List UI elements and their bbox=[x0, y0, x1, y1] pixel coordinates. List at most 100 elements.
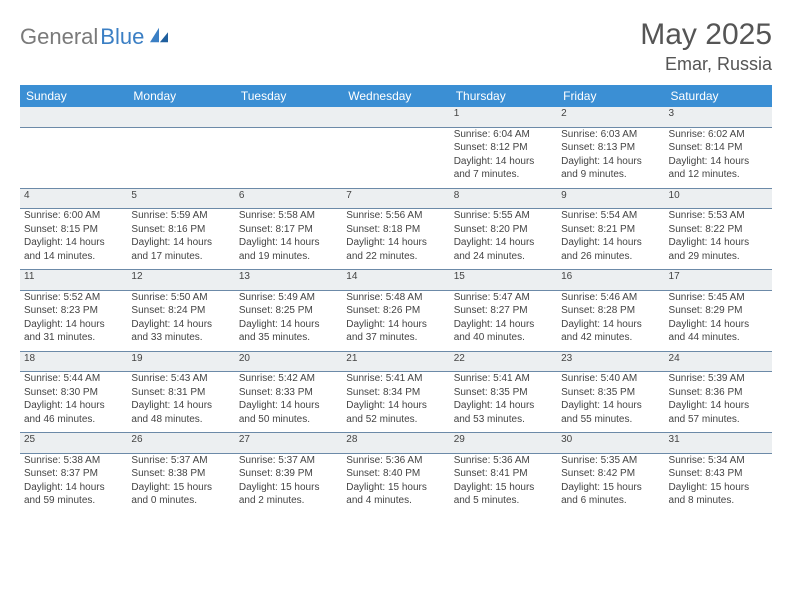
day-number: 2 bbox=[561, 108, 567, 119]
daylight-text: Daylight: 14 hours and 46 minutes. bbox=[24, 399, 123, 426]
day-info-cell: Sunrise: 6:02 AMSunset: 8:14 PMDaylight:… bbox=[665, 127, 772, 188]
sunrise-text: Sunrise: 5:54 AM bbox=[561, 209, 660, 223]
day-info-cell: Sunrise: 5:34 AMSunset: 8:43 PMDaylight:… bbox=[665, 453, 772, 514]
sunset-text: Sunset: 8:31 PM bbox=[131, 386, 230, 400]
weekday-header: Thursday bbox=[450, 85, 557, 107]
day-number: 23 bbox=[561, 353, 572, 364]
sunset-text: Sunset: 8:43 PM bbox=[669, 467, 768, 481]
daylight-text: Daylight: 14 hours and 14 minutes. bbox=[24, 236, 123, 263]
day-number: 11 bbox=[24, 271, 34, 282]
day-number: 3 bbox=[669, 108, 675, 119]
day-number-cell: 31 bbox=[665, 433, 772, 454]
day-number-cell: 5 bbox=[127, 188, 234, 209]
day-number-cell bbox=[235, 107, 342, 127]
day-number-cell: 29 bbox=[450, 433, 557, 454]
sunrise-text: Sunrise: 5:40 AM bbox=[561, 372, 660, 386]
day-info-cell: Sunrise: 5:39 AMSunset: 8:36 PMDaylight:… bbox=[665, 372, 772, 433]
sunrise-text: Sunrise: 5:58 AM bbox=[239, 209, 338, 223]
daylight-text: Daylight: 14 hours and 57 minutes. bbox=[669, 399, 768, 426]
day-number: 12 bbox=[131, 271, 142, 282]
day-info-cell: Sunrise: 5:41 AMSunset: 8:35 PMDaylight:… bbox=[450, 372, 557, 433]
day-info-cell: Sunrise: 5:46 AMSunset: 8:28 PMDaylight:… bbox=[557, 290, 664, 351]
sunset-text: Sunset: 8:30 PM bbox=[24, 386, 123, 400]
day-number: 29 bbox=[454, 434, 465, 445]
sunrise-text: Sunrise: 5:48 AM bbox=[346, 291, 445, 305]
sunrise-text: Sunrise: 5:49 AM bbox=[239, 291, 338, 305]
logo-text-blue: Blue bbox=[100, 24, 144, 50]
day-number-cell: 27 bbox=[235, 433, 342, 454]
daylight-text: Daylight: 14 hours and 40 minutes. bbox=[454, 318, 553, 345]
sunrise-text: Sunrise: 5:38 AM bbox=[24, 454, 123, 468]
sunset-text: Sunset: 8:17 PM bbox=[239, 223, 338, 237]
day-info-cell bbox=[342, 127, 449, 188]
day-number-cell: 16 bbox=[557, 270, 664, 291]
daylight-text: Daylight: 14 hours and 35 minutes. bbox=[239, 318, 338, 345]
sunrise-text: Sunrise: 5:53 AM bbox=[669, 209, 768, 223]
day-number: 10 bbox=[669, 190, 680, 201]
sunrise-text: Sunrise: 5:41 AM bbox=[346, 372, 445, 386]
day-number: 1 bbox=[454, 108, 460, 119]
day-number-cell: 9 bbox=[557, 188, 664, 209]
weekday-header: Saturday bbox=[665, 85, 772, 107]
day-number-row: 11121314151617 bbox=[20, 270, 772, 291]
sunset-text: Sunset: 8:20 PM bbox=[454, 223, 553, 237]
daylight-text: Daylight: 14 hours and 31 minutes. bbox=[24, 318, 123, 345]
sunset-text: Sunset: 8:41 PM bbox=[454, 467, 553, 481]
weekday-header: Wednesday bbox=[342, 85, 449, 107]
day-number: 24 bbox=[669, 353, 680, 364]
day-number: 28 bbox=[346, 434, 357, 445]
day-number-cell: 17 bbox=[665, 270, 772, 291]
daylight-text: Daylight: 14 hours and 50 minutes. bbox=[239, 399, 338, 426]
sunrise-text: Sunrise: 5:45 AM bbox=[669, 291, 768, 305]
day-number: 14 bbox=[346, 271, 357, 282]
day-info-cell: Sunrise: 5:38 AMSunset: 8:37 PMDaylight:… bbox=[20, 453, 127, 514]
day-number-cell: 19 bbox=[127, 351, 234, 372]
day-number-cell: 26 bbox=[127, 433, 234, 454]
day-info-cell: Sunrise: 5:43 AMSunset: 8:31 PMDaylight:… bbox=[127, 372, 234, 433]
logo-text-general: General bbox=[20, 24, 98, 50]
logo: General Blue bbox=[20, 18, 170, 50]
day-info-cell: Sunrise: 5:56 AMSunset: 8:18 PMDaylight:… bbox=[342, 209, 449, 270]
sunset-text: Sunset: 8:35 PM bbox=[454, 386, 553, 400]
weekday-header: Monday bbox=[127, 85, 234, 107]
sunset-text: Sunset: 8:24 PM bbox=[131, 304, 230, 318]
day-info-cell: Sunrise: 5:48 AMSunset: 8:26 PMDaylight:… bbox=[342, 290, 449, 351]
sunrise-text: Sunrise: 5:36 AM bbox=[346, 454, 445, 468]
weekday-header: Tuesday bbox=[235, 85, 342, 107]
daylight-text: Daylight: 14 hours and 42 minutes. bbox=[561, 318, 660, 345]
day-number: 8 bbox=[454, 190, 460, 201]
day-number-cell: 3 bbox=[665, 107, 772, 127]
sunset-text: Sunset: 8:21 PM bbox=[561, 223, 660, 237]
sunset-text: Sunset: 8:14 PM bbox=[669, 141, 768, 155]
daylight-text: Daylight: 15 hours and 6 minutes. bbox=[561, 481, 660, 508]
sunrise-text: Sunrise: 5:34 AM bbox=[669, 454, 768, 468]
sunset-text: Sunset: 8:33 PM bbox=[239, 386, 338, 400]
sunrise-text: Sunrise: 5:37 AM bbox=[131, 454, 230, 468]
daylight-text: Daylight: 14 hours and 33 minutes. bbox=[131, 318, 230, 345]
daylight-text: Daylight: 14 hours and 26 minutes. bbox=[561, 236, 660, 263]
sunrise-text: Sunrise: 5:44 AM bbox=[24, 372, 123, 386]
day-number: 16 bbox=[561, 271, 572, 282]
daylight-text: Daylight: 14 hours and 52 minutes. bbox=[346, 399, 445, 426]
sunrise-text: Sunrise: 5:47 AM bbox=[454, 291, 553, 305]
sunset-text: Sunset: 8:38 PM bbox=[131, 467, 230, 481]
day-number-row: 18192021222324 bbox=[20, 351, 772, 372]
daylight-text: Daylight: 14 hours and 12 minutes. bbox=[669, 155, 768, 182]
day-info-row: Sunrise: 6:00 AMSunset: 8:15 PMDaylight:… bbox=[20, 209, 772, 270]
day-number-cell: 20 bbox=[235, 351, 342, 372]
day-number-cell: 11 bbox=[20, 270, 127, 291]
daylight-text: Daylight: 15 hours and 0 minutes. bbox=[131, 481, 230, 508]
day-number-cell bbox=[127, 107, 234, 127]
sunrise-text: Sunrise: 5:46 AM bbox=[561, 291, 660, 305]
sunset-text: Sunset: 8:37 PM bbox=[24, 467, 123, 481]
day-info-cell: Sunrise: 5:53 AMSunset: 8:22 PMDaylight:… bbox=[665, 209, 772, 270]
day-number: 21 bbox=[346, 353, 357, 364]
sunrise-text: Sunrise: 6:03 AM bbox=[561, 128, 660, 142]
day-number: 9 bbox=[561, 190, 567, 201]
day-number-cell: 25 bbox=[20, 433, 127, 454]
day-info-cell: Sunrise: 5:37 AMSunset: 8:38 PMDaylight:… bbox=[127, 453, 234, 514]
day-number-cell: 7 bbox=[342, 188, 449, 209]
day-number: 6 bbox=[239, 190, 245, 201]
day-number: 31 bbox=[669, 434, 680, 445]
sunset-text: Sunset: 8:34 PM bbox=[346, 386, 445, 400]
